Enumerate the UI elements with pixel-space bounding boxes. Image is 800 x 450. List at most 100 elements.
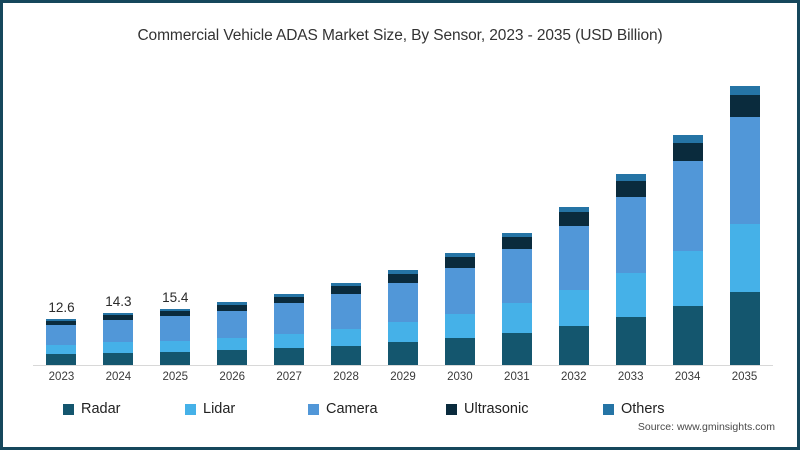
bar-segment-camera[interactable] [46, 325, 77, 346]
bar-segment-others[interactable] [672, 134, 703, 143]
legend-label: Lidar [203, 401, 236, 417]
legend-label: Ultrasonic [464, 401, 529, 417]
bar-group [331, 283, 362, 365]
bar-stack[interactable] [558, 206, 589, 365]
bar-stack[interactable] [501, 232, 532, 365]
bar-segment-camera[interactable] [388, 282, 418, 323]
bar-segment-radar[interactable] [46, 354, 77, 365]
bar-segment-others[interactable] [274, 294, 305, 297]
x-tick-label-2023: 2023 [48, 371, 75, 383]
bar-group [103, 312, 134, 365]
bar-segment-lidar[interactable] [615, 272, 646, 317]
bar-segment-camera[interactable] [444, 267, 475, 315]
bar-segment-camera[interactable] [501, 249, 532, 304]
bar-segment-ultrasonic[interactable] [331, 286, 362, 295]
bar-segment-radar[interactable] [729, 292, 760, 365]
bar-segment-others[interactable] [615, 174, 646, 181]
x-tick-label-2030: 2030 [447, 371, 473, 383]
bar-segment-camera[interactable] [331, 294, 362, 329]
bar-value-label: 14.3 [105, 293, 132, 309]
bar-segment-lidar[interactable] [217, 337, 248, 351]
bar-group [444, 253, 475, 365]
bar-stack[interactable] [729, 85, 760, 365]
bar-segment-radar[interactable] [103, 353, 134, 365]
bar-segment-ultrasonic[interactable] [558, 212, 589, 226]
bar-segment-radar[interactable] [444, 338, 475, 365]
bar-segment-lidar[interactable] [444, 314, 475, 339]
x-axis-line [33, 365, 773, 366]
bar-segment-lidar[interactable] [331, 328, 362, 346]
bar-segment-camera[interactable] [615, 196, 646, 273]
bar-stack[interactable] [217, 302, 248, 365]
bar-segment-ultrasonic[interactable] [160, 310, 191, 317]
bar-segment-ultrasonic[interactable] [103, 314, 134, 320]
bar-segment-others[interactable] [103, 312, 134, 315]
bar-segment-lidar[interactable] [729, 224, 760, 293]
bar-stack[interactable] [672, 134, 703, 365]
bar-segment-camera[interactable] [217, 310, 248, 338]
bar-segment-lidar[interactable] [103, 342, 134, 353]
legend-item-radar[interactable]: Radar [63, 401, 121, 417]
bar-segment-ultrasonic[interactable] [274, 296, 305, 304]
bar-segment-others[interactable] [388, 270, 418, 274]
bar-segment-ultrasonic[interactable] [729, 95, 760, 117]
chart-legend: Radar Lidar Camera Ultrasonic Others [63, 401, 763, 423]
bar-segment-radar[interactable] [615, 316, 646, 365]
bar-segment-radar[interactable] [274, 348, 305, 365]
legend-item-camera[interactable]: Camera [308, 401, 378, 417]
legend-label: Camera [326, 401, 378, 417]
legend-swatch-icon [185, 403, 196, 415]
bar-stack[interactable] [274, 294, 305, 365]
bar-segment-ultrasonic[interactable] [217, 304, 248, 311]
bar-stack[interactable] [331, 283, 362, 365]
bar-group [217, 302, 248, 365]
legend-item-lidar[interactable]: Lidar [185, 401, 235, 417]
bar-segment-radar[interactable] [160, 351, 191, 365]
bar-segment-others[interactable] [160, 308, 191, 311]
bar-segment-others[interactable] [501, 232, 532, 238]
bar-segment-others[interactable] [558, 206, 589, 213]
bar-segment-camera[interactable] [103, 319, 134, 343]
bar-segment-ultrasonic[interactable] [388, 273, 418, 283]
bar-segment-radar[interactable] [331, 345, 362, 365]
bar-segment-lidar[interactable] [160, 340, 191, 352]
bar-segment-camera[interactable] [672, 161, 703, 252]
legend-item-others[interactable]: Others [603, 401, 665, 417]
bar-segment-radar[interactable] [388, 342, 418, 365]
legend-item-ultrasonic[interactable]: Ultrasonic [446, 401, 528, 417]
bar-segment-lidar[interactable] [388, 322, 418, 343]
bar-segment-ultrasonic[interactable] [46, 320, 77, 326]
bar-stack[interactable] [160, 308, 191, 365]
bar-segment-camera[interactable] [558, 225, 589, 291]
bar-stack[interactable] [388, 270, 418, 365]
x-tick-label-2024: 2024 [105, 371, 132, 383]
bar-stack[interactable] [103, 312, 134, 365]
x-tick-label-2034: 2034 [674, 371, 701, 383]
bar-stack[interactable] [444, 253, 475, 365]
bar-segment-others[interactable] [331, 283, 362, 287]
bar-segment-radar[interactable] [558, 325, 589, 365]
bar-segment-lidar[interactable] [501, 303, 532, 333]
bar-segment-others[interactable] [217, 302, 248, 305]
bar-segment-radar[interactable] [217, 350, 248, 365]
bar-segment-others[interactable] [46, 319, 77, 321]
bar-segment-lidar[interactable] [274, 333, 305, 349]
bar-segment-ultrasonic[interactable] [444, 257, 475, 268]
bar-segment-lidar[interactable] [558, 290, 589, 326]
bar-segment-camera[interactable] [729, 116, 760, 225]
bar-segment-ultrasonic[interactable] [501, 237, 532, 250]
bar-segment-camera[interactable] [274, 303, 305, 334]
bar-segment-radar[interactable] [672, 306, 703, 365]
bar-segment-lidar[interactable] [46, 345, 77, 355]
bar-segment-camera[interactable] [160, 316, 191, 341]
bar-stack[interactable] [46, 319, 77, 365]
bar-group [615, 174, 646, 365]
bar-segment-others[interactable] [444, 253, 475, 258]
bar-segment-radar[interactable] [501, 332, 532, 365]
bar-stack[interactable] [615, 174, 646, 365]
bar-segment-lidar[interactable] [672, 251, 703, 307]
bar-segment-ultrasonic[interactable] [672, 142, 703, 162]
bar-segment-others[interactable] [729, 85, 760, 96]
bar-segment-ultrasonic[interactable] [615, 180, 646, 197]
x-tick-label-2032: 2032 [560, 371, 587, 383]
